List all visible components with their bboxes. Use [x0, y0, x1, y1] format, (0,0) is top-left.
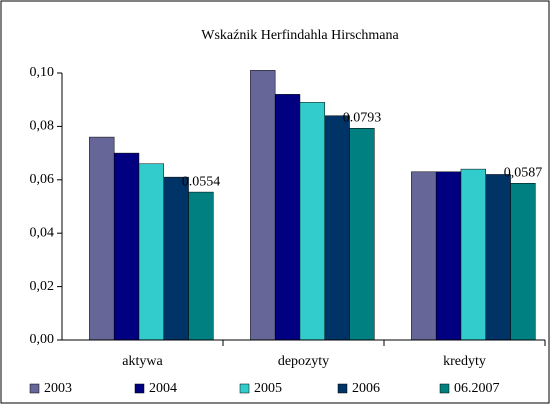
- bar: [435, 171, 462, 341]
- x-tick-label: aktywa: [122, 354, 163, 369]
- legend-label: 2005: [254, 381, 282, 396]
- x-tick-label: depozyty: [278, 354, 329, 369]
- bar: [411, 171, 437, 341]
- legend-swatch: [134, 383, 145, 394]
- bar: [250, 70, 276, 341]
- bar: [349, 128, 375, 341]
- bar: [510, 183, 536, 341]
- legend-label: 2004: [149, 381, 177, 396]
- y-tick-label: 0,06: [30, 172, 55, 187]
- data-label: 0.0793: [343, 110, 382, 125]
- legend-label: 06.2007: [454, 381, 500, 396]
- legend-swatch: [29, 383, 40, 394]
- y-tick-label: 0,04: [30, 225, 55, 240]
- bar: [274, 94, 301, 341]
- y-tick-label: 0,10: [30, 65, 55, 80]
- data-label: 0.0554: [182, 174, 221, 189]
- legend-swatch: [337, 383, 348, 394]
- bar: [163, 176, 189, 341]
- x-tick-label: kredyty: [443, 354, 486, 369]
- y-tick-label: 0,02: [30, 279, 55, 294]
- bar: [299, 102, 326, 341]
- chart-title: Wskaźnik Herfindahla Hirschmana: [201, 28, 399, 43]
- y-tick-label: 0,08: [30, 119, 55, 134]
- bar: [324, 115, 350, 341]
- legend-swatch: [239, 383, 250, 394]
- legend-label: 2006: [352, 381, 380, 396]
- bar: [138, 163, 165, 341]
- bar: [113, 152, 140, 341]
- legend-label: 2003: [44, 381, 72, 396]
- bar: [460, 168, 487, 341]
- bar: [485, 174, 511, 341]
- bar: [188, 191, 214, 341]
- y-tick-label: 0,00: [30, 332, 55, 347]
- data-label: 0,0587: [504, 165, 543, 180]
- legend-swatch: [439, 383, 450, 394]
- bar: [89, 136, 115, 341]
